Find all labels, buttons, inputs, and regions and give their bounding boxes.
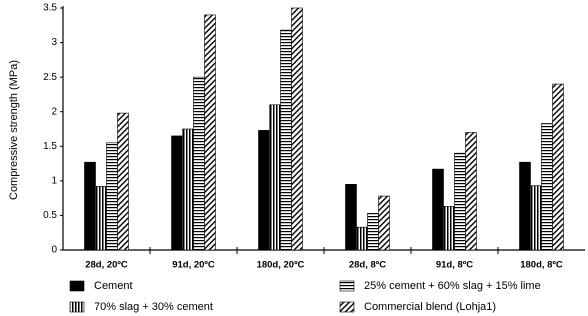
bar — [95, 186, 107, 251]
legend-swatch — [339, 280, 355, 292]
y-tick-label: 3 — [51, 37, 57, 48]
y-tick-label: 1.5 — [43, 141, 57, 152]
bar — [182, 128, 194, 251]
bar — [454, 152, 466, 251]
bar — [541, 123, 553, 251]
y-tick-label: 0.5 — [43, 210, 57, 221]
y-tick-label: 0 — [51, 245, 57, 256]
bar — [84, 161, 96, 251]
bar — [269, 104, 281, 251]
legend-label: Commercial blend (Lohja1) — [364, 301, 496, 313]
bar — [519, 161, 531, 251]
bar — [291, 7, 303, 251]
bar — [552, 83, 564, 251]
legend-swatch — [339, 301, 355, 313]
y-tick-label: 3.5 — [43, 3, 57, 14]
x-tick-label: 91d, 20ºC — [172, 260, 215, 271]
x-tick-label: 91d, 8ºC — [436, 260, 473, 271]
legend-label: 70% slag + 30% cement — [94, 301, 213, 313]
bar — [345, 184, 357, 251]
x-tick-label: 28d, 8ºC — [349, 260, 386, 271]
legend-swatch — [69, 301, 85, 313]
y-tick-label: 1 — [51, 175, 57, 186]
bar — [367, 213, 379, 251]
y-tick-label: 2.5 — [43, 72, 57, 83]
bar — [117, 112, 129, 251]
bar — [258, 130, 270, 251]
x-tick-label: 180d, 20ºC — [257, 260, 305, 271]
bar — [356, 226, 368, 251]
legend-label: Cement — [94, 280, 133, 292]
y-axis-label: Compressive strength (MPa) — [8, 60, 20, 200]
bar — [193, 76, 205, 251]
legend-swatch — [69, 280, 85, 292]
bar — [171, 135, 183, 251]
bar — [465, 132, 477, 251]
legend-label: 25% cement + 60% slag + 15% lime — [364, 280, 541, 292]
bar — [280, 29, 292, 251]
bar — [443, 206, 455, 251]
x-tick-label: 28d, 20ºC — [85, 260, 128, 271]
bar — [378, 195, 390, 251]
x-tick-label: 180d, 8ºC — [520, 260, 563, 271]
bar — [432, 168, 444, 251]
bar — [530, 185, 542, 251]
bar — [106, 142, 118, 251]
y-tick-label: 2 — [51, 106, 57, 117]
bar — [204, 14, 216, 251]
